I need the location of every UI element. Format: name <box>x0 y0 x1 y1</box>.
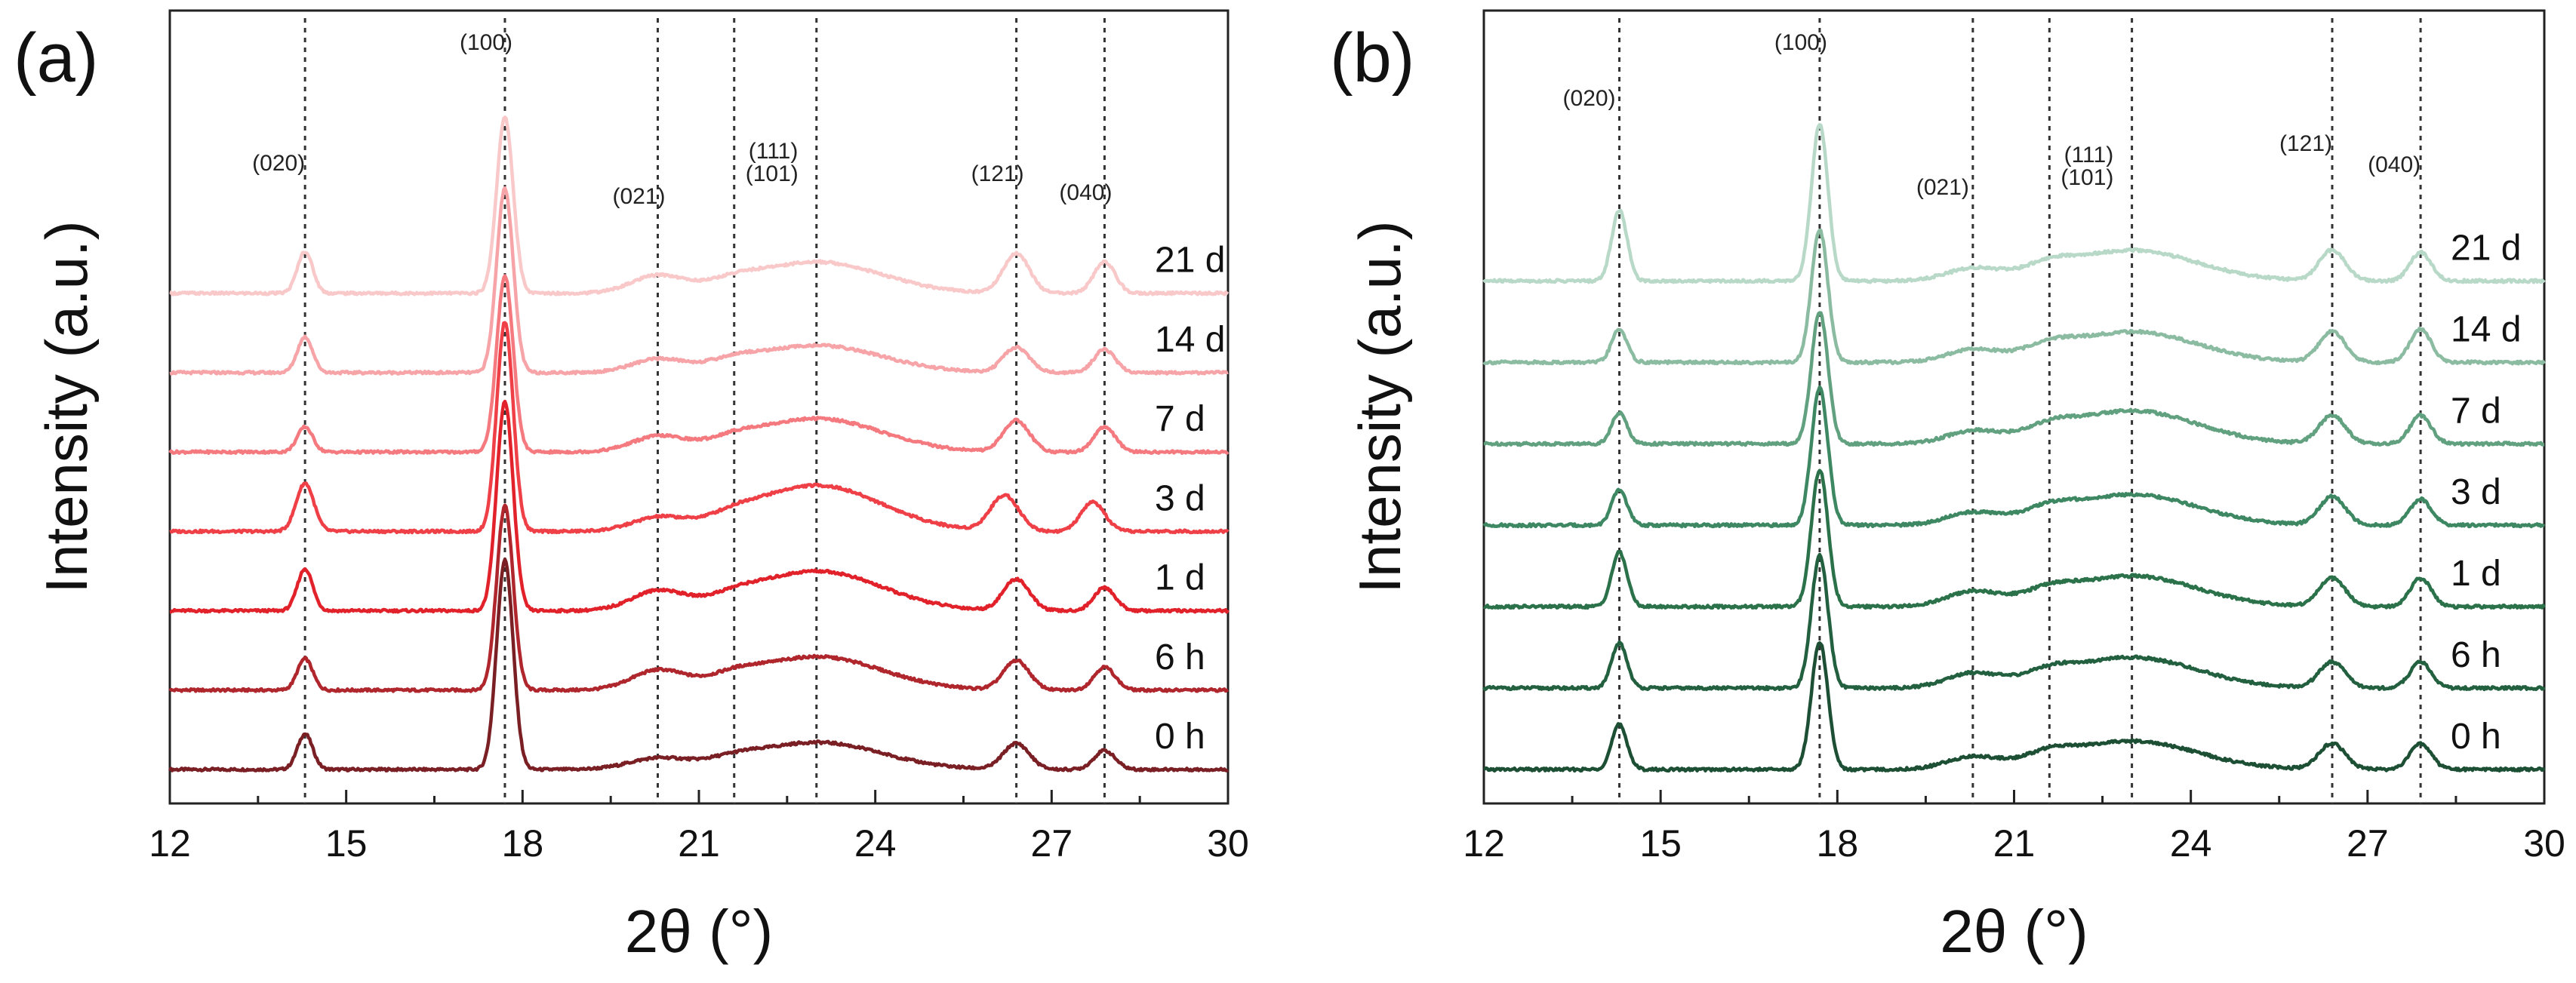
trace-label: 1 d <box>1155 558 1205 598</box>
xrd-trace-21d <box>169 115 1230 296</box>
peak-marker-label: (021) <box>1916 175 1969 200</box>
peak-marker-label: (111) <box>2064 143 2114 167</box>
y-axis-label: Intensity (a.u.) <box>33 220 100 593</box>
trace-label: 1 d <box>2451 554 2501 594</box>
xrd-trace-14d <box>1482 229 2546 366</box>
trace-label: 6 h <box>2451 635 2501 675</box>
xrd-trace-3d <box>169 321 1230 535</box>
peak-marker-label: (121) <box>971 161 1024 186</box>
trace-label: 3 d <box>1155 478 1205 518</box>
xrd-trace-1d <box>169 399 1230 614</box>
peak-marker-label: (111) <box>749 139 799 164</box>
x-axis-label: 2θ (°) <box>625 898 773 965</box>
peak-marker-label: (100) <box>1774 30 1827 55</box>
trace-label: 6 h <box>1155 637 1205 677</box>
plot-frame <box>1482 9 2546 805</box>
x-tick-label: 30 <box>2523 822 2565 865</box>
panel-a: (a) Intensity (a.u.) 2θ (°) 12 15 18 21 24 27 30 (… <box>14 9 1249 965</box>
xrd-trace-7d <box>168 274 1230 456</box>
trace-label: 0 h <box>2451 717 2501 757</box>
panel-label: (a) <box>14 20 98 97</box>
xrd-trace-3d <box>1482 385 2546 529</box>
x-tick-label: 21 <box>1993 822 2036 865</box>
x-tick-label: 18 <box>1817 822 1859 865</box>
xrd-trace-21d <box>1482 123 2546 284</box>
x-tick-label: 12 <box>149 822 191 865</box>
x-tick-label: 24 <box>2170 822 2212 865</box>
peak-marker-label: (100) <box>460 30 512 55</box>
peak-marker-label: (121) <box>2279 131 2332 156</box>
y-axis-label: Intensity (a.u.) <box>1346 220 1413 593</box>
xrd-trace-0h <box>168 558 1230 773</box>
trace-label: 3 d <box>2451 472 2501 512</box>
xrd-trace-7d <box>1483 311 2545 447</box>
x-tick-label: 30 <box>1207 822 1249 865</box>
peak-marker-label: (101) <box>746 161 799 186</box>
trace-label: 21 d <box>2451 228 2521 268</box>
x-tick-label: 12 <box>1463 822 1505 865</box>
trace-label: 7 d <box>2451 391 2501 431</box>
x-tick-label: 18 <box>502 822 544 865</box>
x-tick-label: 24 <box>854 822 897 865</box>
x-tick-label: 27 <box>2347 822 2389 865</box>
plot-frame <box>168 9 1230 805</box>
peak-marker-label: (040) <box>2368 152 2421 177</box>
x-axis-label: 2θ (°) <box>1940 898 2088 965</box>
trace-label: 7 d <box>1155 399 1205 439</box>
trace-label: 0 h <box>1155 717 1205 757</box>
x-tick-label: 15 <box>1639 822 1682 865</box>
x-tick-label: 27 <box>1031 822 1073 865</box>
trace-label: 14 d <box>2451 309 2521 349</box>
xrd-trace-6h <box>1482 552 2546 692</box>
panel-label: (b) <box>1330 20 1414 97</box>
peak-marker-label: (020) <box>252 151 305 176</box>
peak-marker-label: (101) <box>2060 165 2113 190</box>
trace-label: 14 d <box>1155 320 1225 360</box>
xrd-trace-1d <box>1482 468 2546 610</box>
peak-marker-label: (020) <box>1563 86 1616 111</box>
peak-marker-label: (040) <box>1059 180 1112 205</box>
x-tick-label: 21 <box>678 822 720 865</box>
x-tick-label: 15 <box>325 822 368 865</box>
xrd-trace-0h <box>1483 640 2546 773</box>
xrd-trace-6h <box>168 503 1230 693</box>
panel-b: (b) Intensity (a.u.) 2θ (°) 12 15 18 21 24 27 30 (… <box>1330 9 2565 965</box>
peak-marker-label: (021) <box>612 184 665 209</box>
xrd-trace-14d <box>169 186 1229 376</box>
trace-label: 21 d <box>1155 241 1225 281</box>
